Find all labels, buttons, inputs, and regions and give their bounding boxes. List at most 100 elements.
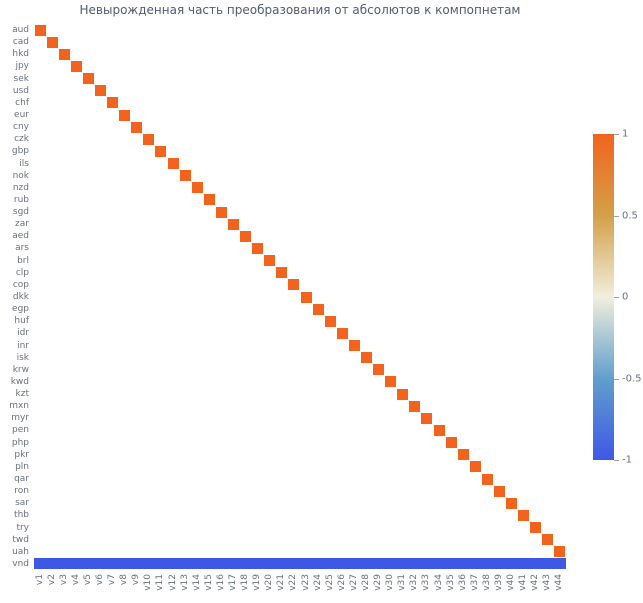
heatmap-cell [264,255,276,267]
heatmap-cell [46,36,58,48]
x-tick-label: v37 [469,574,480,591]
x-tick-label: v21 [276,574,287,591]
heatmap-cell [445,437,457,449]
heatmap-cell [336,327,348,339]
x-tick-label: v19 [252,574,263,591]
y-tick-label: php [11,437,29,448]
heatmap-cell [228,218,239,230]
x-tick-label: v16 [215,574,226,591]
y-tick-label: cad [12,37,29,48]
heatmap-cell [70,60,82,72]
x-tick-label: v2 [46,574,57,586]
x-tick-label: v24 [312,574,323,591]
x-tick-label: v6 [95,574,105,586]
y-tick-label: pkr [14,449,29,460]
heatmap-cell [409,400,421,412]
y-tick-label: nzd [12,182,29,193]
x-tick-label: v29 [373,574,384,591]
y-tick-label: twd [12,534,29,545]
heatmap-cell [361,352,372,364]
heatmap-cell [312,303,324,315]
y-tick-label: vnd [12,558,29,569]
x-tick-label: v14 [191,574,202,591]
y-tick-label: gbp [11,146,29,157]
x-tick-label: v38 [481,574,492,591]
x-tick-label: v33 [421,574,432,591]
x-tick-label: v1 [34,574,45,586]
heatmap-cell [240,230,252,242]
y-tick-label: huf [14,316,29,327]
colorbar-tick-label: -1 [622,454,632,466]
y-tick-label: idr [17,328,29,339]
x-tick-label: v17 [228,574,238,591]
heatmap-cell [191,182,203,194]
heatmap-cell [457,449,469,461]
plot-area[interactable] [34,24,566,570]
y-tick-label: krw [12,364,29,375]
y-tick-label: try [16,522,29,533]
x-tick-label: v8 [119,574,130,586]
colorbar-tick-label: 1 [622,128,629,140]
heatmap-cell [421,412,433,424]
y-tick-label: chf [15,97,29,108]
y-tick-label: myr [11,413,29,424]
x-tick-label: v25 [324,574,335,591]
colorbar-tick-mark [614,134,619,135]
heatmap-cell [530,522,542,534]
heatmap-cell [518,509,530,521]
y-tick-label: jpy [15,61,29,72]
heatmap-cell [494,485,505,497]
heatmap-cell [506,497,518,509]
y-tick-label: sar [15,498,29,509]
heatmap-cell [469,461,481,473]
heatmap-cell [34,24,46,36]
y-tick-label: ils [19,158,29,169]
y-tick-label: rub [13,194,29,205]
x-tick-label: v44 [554,574,565,591]
heatmap-cell [143,133,155,145]
y-tick-label: usd [12,85,29,96]
y-tick-label: kwd [10,376,29,387]
x-tick-label: v42 [530,574,541,591]
y-tick-label: ars [15,243,29,254]
heatmap-cell [324,315,336,327]
heatmap-cell [131,121,143,133]
x-tick-label: v4 [70,574,81,586]
y-tick-label: czk [14,134,29,145]
x-tick-label: v36 [457,574,468,591]
heatmap-cell [203,194,215,206]
x-tick-label: v32 [409,574,420,591]
y-tick-label: thb [14,510,29,521]
x-tick-label: v3 [58,574,69,586]
colorbar-tick-label: 0.5 [622,210,638,221]
y-tick-label: inr [17,340,29,351]
y-tick-label: aed [12,231,29,242]
x-tick-label: v20 [264,574,275,591]
x-tick-label: v18 [240,574,251,591]
x-tick-label: v10 [143,574,154,591]
heatmap-cell [167,158,179,170]
x-tick-label: v27 [348,574,359,591]
y-tick-label: hkd [12,49,29,60]
heatmap-cell [179,170,191,182]
y-tick-label: sgd [12,207,29,218]
heatmap-cell [107,97,119,109]
y-tick-label: zar [15,219,29,230]
y-tick-label: pln [15,461,29,472]
x-tick-label: v28 [361,574,371,591]
heatmap-cell [542,534,554,546]
y-tick-label: clp [15,267,29,278]
heatmap-cell [252,242,264,254]
y-tick-label: cop [12,279,29,290]
y-tick-label: sek [13,73,29,84]
heatmap-cell [433,424,445,436]
heatmap-cell [155,145,167,157]
x-tick-label: v30 [385,574,396,591]
colorbar-tick-mark [614,297,619,298]
y-tick-label: dkk [12,292,29,302]
x-tick-label: v11 [155,574,166,591]
heatmap-cell [215,206,227,218]
chart-title: Невырожденная часть преобразования от аб… [79,3,521,17]
heatmap-cell [385,376,397,388]
heatmap-cell [34,558,566,570]
